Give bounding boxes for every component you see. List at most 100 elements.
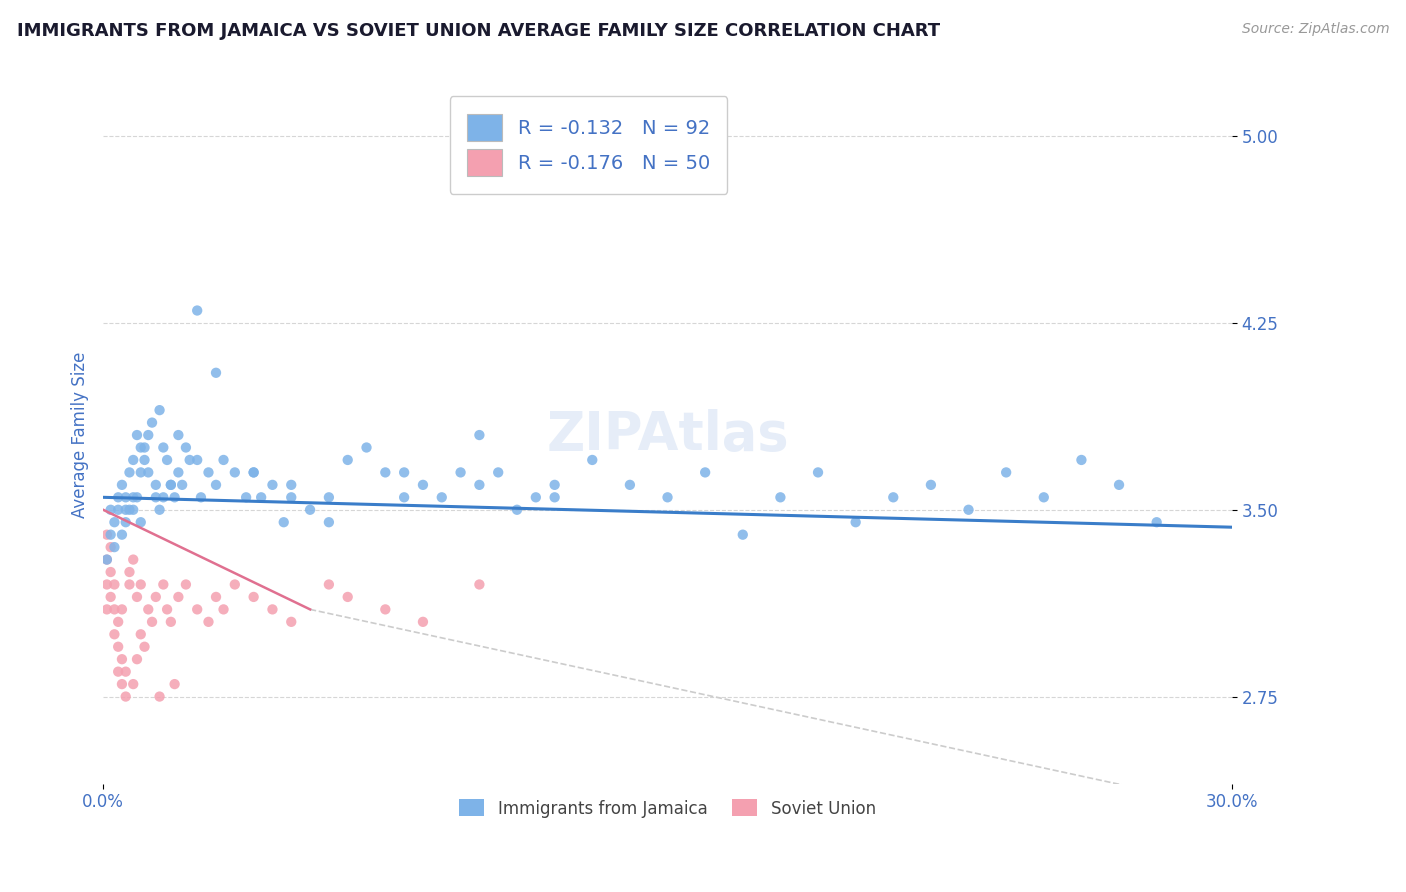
Point [156, 453, 179, 467]
Point [1146, 515, 1168, 529]
Point [107, 615, 129, 629]
Point [148, 502, 170, 516]
Point [224, 466, 246, 480]
Point [845, 515, 868, 529]
Point [122, 552, 145, 566]
Point [160, 615, 183, 629]
Point [506, 502, 529, 516]
Point [581, 453, 603, 467]
Point [118, 502, 141, 516]
Point [524, 491, 547, 505]
Point [1108, 478, 1130, 492]
Point [280, 478, 302, 492]
Point [114, 690, 136, 704]
Point [731, 527, 754, 541]
Point [103, 602, 125, 616]
Point [280, 615, 302, 629]
Point [167, 428, 190, 442]
Point [136, 428, 159, 442]
Point [129, 441, 152, 455]
Point [111, 527, 134, 541]
Point [392, 466, 415, 480]
Point [167, 590, 190, 604]
Text: Source: ZipAtlas.com: Source: ZipAtlas.com [1241, 22, 1389, 37]
Point [336, 590, 359, 604]
Point [96, 552, 118, 566]
Point [450, 466, 472, 480]
Point [107, 665, 129, 679]
Point [392, 491, 415, 505]
Point [262, 478, 284, 492]
Point [174, 441, 197, 455]
Point [657, 491, 679, 505]
Point [280, 491, 302, 505]
Point [807, 466, 830, 480]
Point [145, 590, 167, 604]
Point [141, 416, 163, 430]
Point [125, 590, 148, 604]
Point [152, 491, 174, 505]
Point [224, 577, 246, 591]
Point [235, 491, 257, 505]
Point [179, 453, 201, 467]
Point [1070, 453, 1092, 467]
Point [129, 627, 152, 641]
Point [103, 577, 125, 591]
Point [100, 590, 122, 604]
Point [111, 602, 134, 616]
Point [141, 615, 163, 629]
Point [111, 652, 134, 666]
Point [197, 615, 219, 629]
Text: IMMIGRANTS FROM JAMAICA VS SOVIET UNION AVERAGE FAMILY SIZE CORRELATION CHART: IMMIGRANTS FROM JAMAICA VS SOVIET UNION … [17, 22, 941, 40]
Point [374, 466, 396, 480]
Point [148, 403, 170, 417]
Point [186, 453, 208, 467]
Text: ZIPAtlas: ZIPAtlas [546, 409, 789, 461]
Point [118, 565, 141, 579]
Point [125, 652, 148, 666]
Point [103, 515, 125, 529]
Point [96, 552, 118, 566]
Point [212, 602, 235, 616]
Point [412, 478, 434, 492]
Point [318, 515, 340, 529]
Point [152, 577, 174, 591]
Point [111, 677, 134, 691]
Point [995, 466, 1018, 480]
Point [152, 441, 174, 455]
Point [160, 478, 183, 492]
Point [318, 577, 340, 591]
Point [1032, 491, 1054, 505]
Point [543, 491, 565, 505]
Point [100, 502, 122, 516]
Point [430, 491, 453, 505]
Point [125, 491, 148, 505]
Point [100, 527, 122, 541]
Point [920, 478, 942, 492]
Point [96, 602, 118, 616]
Point [100, 540, 122, 554]
Point [100, 565, 122, 579]
Point [882, 491, 904, 505]
Point [543, 478, 565, 492]
Point [212, 453, 235, 467]
Point [186, 303, 208, 318]
Y-axis label: Average Family Size: Average Family Size [72, 351, 89, 518]
Point [769, 491, 792, 505]
Point [262, 602, 284, 616]
Point [197, 466, 219, 480]
Point [468, 428, 491, 442]
Point [172, 478, 194, 492]
Point [619, 478, 641, 492]
Point [122, 502, 145, 516]
Point [468, 478, 491, 492]
Point [134, 453, 156, 467]
Point [129, 466, 152, 480]
Point [190, 491, 212, 505]
Point [695, 466, 717, 480]
Point [111, 478, 134, 492]
Point [114, 502, 136, 516]
Point [136, 602, 159, 616]
Point [125, 428, 148, 442]
Point [96, 577, 118, 591]
